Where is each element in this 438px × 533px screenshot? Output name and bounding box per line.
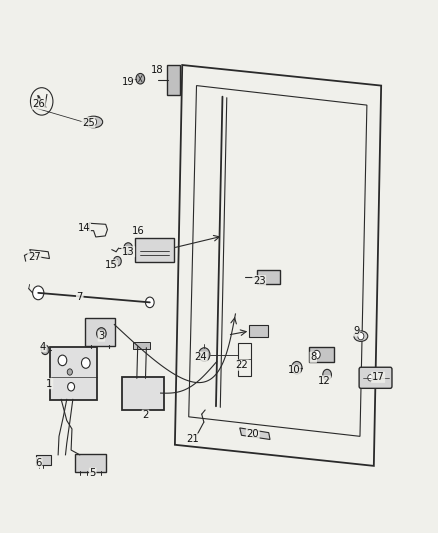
FancyBboxPatch shape bbox=[309, 346, 335, 362]
Text: 25: 25 bbox=[82, 117, 95, 127]
FancyBboxPatch shape bbox=[50, 346, 98, 400]
Polygon shape bbox=[240, 428, 270, 440]
Text: 9: 9 bbox=[353, 326, 360, 336]
Text: 23: 23 bbox=[253, 276, 265, 286]
Circle shape bbox=[368, 375, 373, 381]
Circle shape bbox=[358, 333, 364, 340]
Text: 19: 19 bbox=[122, 77, 134, 87]
FancyBboxPatch shape bbox=[359, 367, 392, 389]
Text: 27: 27 bbox=[28, 252, 41, 262]
Text: 17: 17 bbox=[372, 372, 385, 382]
FancyBboxPatch shape bbox=[36, 455, 51, 465]
FancyBboxPatch shape bbox=[85, 318, 115, 345]
Circle shape bbox=[58, 355, 67, 366]
Text: 18: 18 bbox=[151, 65, 164, 75]
Circle shape bbox=[67, 369, 72, 375]
FancyBboxPatch shape bbox=[133, 342, 150, 349]
Circle shape bbox=[91, 118, 97, 126]
Ellipse shape bbox=[354, 331, 368, 342]
Text: 12: 12 bbox=[318, 376, 330, 386]
Text: 26: 26 bbox=[32, 99, 45, 109]
Circle shape bbox=[313, 350, 320, 359]
Text: 5: 5 bbox=[89, 469, 96, 478]
Text: 22: 22 bbox=[236, 360, 248, 370]
Text: 6: 6 bbox=[35, 458, 42, 468]
FancyBboxPatch shape bbox=[122, 377, 164, 410]
Text: 8: 8 bbox=[310, 352, 316, 362]
Circle shape bbox=[67, 383, 74, 391]
FancyBboxPatch shape bbox=[74, 454, 106, 472]
Text: 15: 15 bbox=[105, 260, 117, 270]
Text: 1: 1 bbox=[46, 378, 53, 389]
Text: 3: 3 bbox=[98, 331, 105, 341]
FancyBboxPatch shape bbox=[249, 325, 268, 337]
Ellipse shape bbox=[85, 116, 102, 128]
Text: 14: 14 bbox=[78, 223, 90, 233]
Text: 2: 2 bbox=[142, 410, 148, 420]
Text: 7: 7 bbox=[77, 292, 83, 302]
Circle shape bbox=[124, 243, 133, 253]
Circle shape bbox=[136, 74, 145, 84]
Text: 13: 13 bbox=[122, 247, 134, 257]
Circle shape bbox=[97, 328, 106, 340]
FancyBboxPatch shape bbox=[167, 65, 180, 94]
Text: 20: 20 bbox=[247, 429, 259, 439]
FancyBboxPatch shape bbox=[135, 238, 173, 262]
Text: 4: 4 bbox=[40, 342, 46, 352]
Circle shape bbox=[292, 361, 302, 374]
Circle shape bbox=[145, 297, 154, 308]
Circle shape bbox=[113, 256, 121, 266]
FancyBboxPatch shape bbox=[257, 270, 279, 285]
Text: 24: 24 bbox=[194, 352, 207, 362]
Circle shape bbox=[323, 369, 332, 380]
Text: 16: 16 bbox=[132, 225, 145, 236]
Circle shape bbox=[199, 348, 210, 361]
Text: 21: 21 bbox=[186, 434, 198, 444]
Circle shape bbox=[32, 286, 44, 300]
Circle shape bbox=[41, 345, 49, 354]
Circle shape bbox=[81, 358, 90, 368]
Text: 10: 10 bbox=[287, 366, 300, 375]
